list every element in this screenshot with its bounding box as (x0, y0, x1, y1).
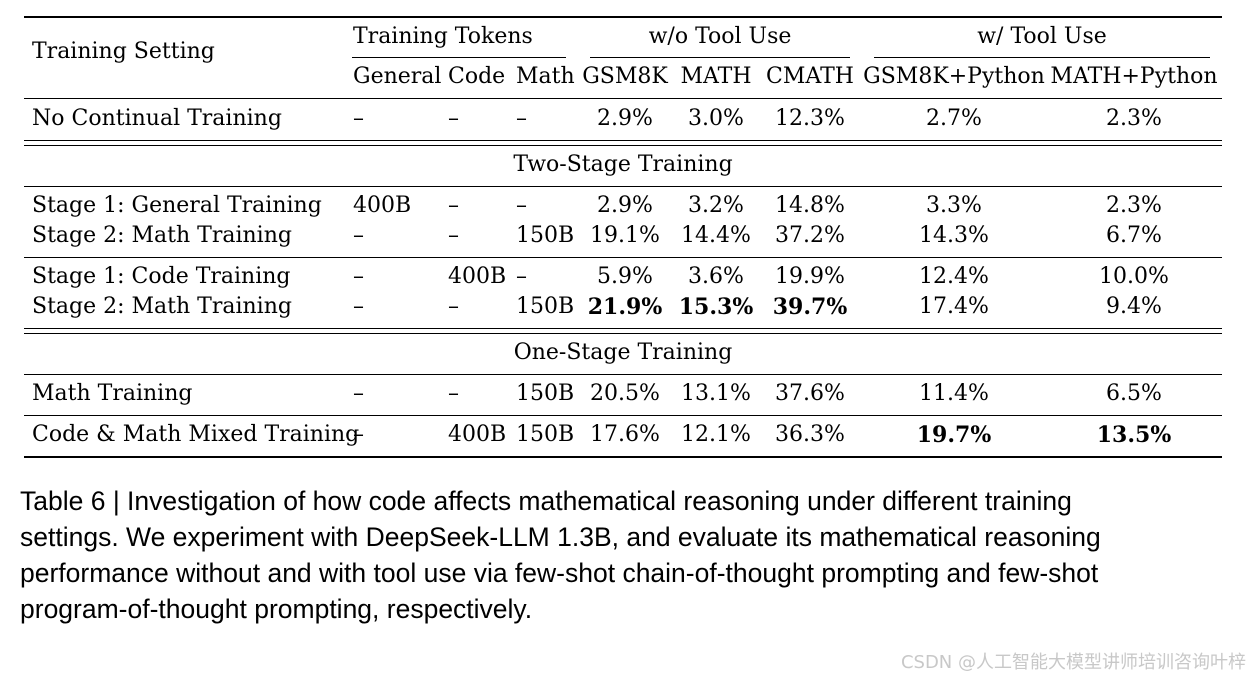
double-rule-top-b (24, 145, 1222, 146)
col-gsm8k-python: GSM8K+Python (863, 64, 1045, 89)
section-rule-one-stage (24, 374, 1222, 375)
table-cell: – (516, 264, 527, 289)
table-cell: – (448, 294, 459, 319)
cmidrule-w-tool (874, 57, 1210, 58)
table-cell: 14.8% (775, 193, 845, 218)
table-cell: 12.1% (681, 422, 751, 447)
table-cell: – (353, 223, 364, 248)
table-cell: 150B (516, 422, 575, 447)
table-cell: 21.9% (587, 294, 663, 320)
table-cell: 2.9% (597, 106, 653, 131)
col-gsm8k: GSM8K (582, 64, 668, 89)
section-one-stage: One-Stage Training (513, 340, 733, 365)
table-cell: – (448, 106, 459, 131)
table-cell: 400B (448, 264, 507, 289)
table-cell: – (353, 422, 364, 447)
table-cell: 17.6% (590, 422, 660, 447)
table-cell: – (353, 106, 364, 131)
table-cell: 400B (448, 422, 507, 447)
group-rule-2 (24, 415, 1222, 416)
table-cell: 5.9% (597, 264, 653, 289)
caption-line: program-of-thought prompting, respective… (20, 594, 533, 624)
table-cell: 150B (516, 294, 575, 319)
table-cell: 14.3% (919, 223, 989, 248)
row-setting: No Continual Training (32, 106, 282, 131)
table-cell: 2.3% (1106, 106, 1162, 131)
table-cell: 6.5% (1106, 381, 1162, 406)
caption-line: performance without and with tool use vi… (20, 558, 1099, 588)
cmidrule-wo-tool (590, 57, 850, 58)
col-math-python: MATH+Python (1050, 64, 1218, 89)
table-caption: Table 6 | Investigation of how code affe… (20, 483, 1230, 627)
section-rule-two-stage (24, 186, 1222, 187)
table-cell: 2.9% (597, 193, 653, 218)
table-cell: 17.4% (919, 294, 989, 319)
col-general: General (353, 64, 442, 89)
table-cell: 3.0% (688, 106, 744, 131)
table-cell: 3.3% (926, 193, 982, 218)
header-w-tool-use: w/ Tool Use (977, 24, 1107, 49)
double-rule-mid-a (24, 328, 1222, 329)
row-setting: Math Training (32, 381, 193, 406)
table-cell: 2.7% (926, 106, 982, 131)
row-setting: Stage 2: Math Training (32, 294, 292, 319)
bottom-rule (24, 456, 1222, 458)
table-cell: 15.3% (678, 294, 754, 320)
row-setting: Stage 1: Code Training (32, 264, 291, 289)
group-rule (24, 257, 1222, 258)
table-cell: 19.9% (775, 264, 845, 289)
row-setting: Stage 2: Math Training (32, 223, 292, 248)
table-cell: – (516, 193, 527, 218)
header-training-tokens: Training Tokens (353, 24, 533, 49)
header-training-setting: Training Setting (32, 39, 215, 64)
double-rule-top-a (24, 140, 1222, 141)
table-cell: 39.7% (772, 294, 848, 320)
table-cell: 19.1% (590, 223, 660, 248)
table-cell: 2.3% (1106, 193, 1162, 218)
table-cell: 3.6% (688, 264, 744, 289)
double-rule-mid-b (24, 333, 1222, 334)
table-cell: 37.2% (775, 223, 845, 248)
watermark: CSDN @人工智能大模型讲师培训咨询叶梓 (900, 652, 1246, 673)
table-cell: 19.7% (916, 422, 992, 448)
col-code: Code (448, 64, 506, 89)
table-cell: 11.4% (919, 381, 989, 406)
col-cmath: CMATH (766, 64, 854, 89)
table-cell: 3.2% (688, 193, 744, 218)
table-cell: 37.6% (775, 381, 845, 406)
section-two-stage: Two-Stage Training (513, 152, 733, 177)
col-math-bench: MATH (680, 64, 752, 89)
table-cell: – (353, 294, 364, 319)
table-cell: – (448, 381, 459, 406)
caption-line: settings. We experiment with DeepSeek-LL… (20, 522, 1101, 552)
table-cell: 6.7% (1106, 223, 1162, 248)
header-wo-tool-use: w/o Tool Use (648, 24, 792, 49)
header-rule (24, 98, 1222, 99)
table-cell: 12.3% (775, 106, 845, 131)
table-cell: 13.1% (681, 381, 751, 406)
table-cell: 150B (516, 381, 575, 406)
table-cell: – (448, 223, 459, 248)
table-cell: – (448, 193, 459, 218)
table-cell: 36.3% (775, 422, 845, 447)
table-cell: 14.4% (681, 223, 751, 248)
table-cell: 13.5% (1096, 422, 1172, 448)
table-cell: – (353, 264, 364, 289)
table-cell: 20.5% (590, 381, 660, 406)
table-cell: 9.4% (1106, 294, 1162, 319)
col-math: Math (516, 64, 575, 89)
row-setting: Stage 1: General Training (32, 193, 322, 218)
caption-line: Table 6 | Investigation of how code affe… (20, 486, 1072, 516)
table-cell: – (353, 381, 364, 406)
table-cell: 12.4% (919, 264, 989, 289)
row-setting: Code & Math Mixed Training (32, 422, 360, 447)
table-cell: – (516, 106, 527, 131)
top-rule (24, 16, 1222, 18)
table-cell: 150B (516, 223, 575, 248)
cmidrule-tokens (352, 57, 566, 58)
results-table: Training Setting Training Tokens w/o Too… (24, 16, 1222, 458)
table-cell: 400B (353, 193, 412, 218)
table-cell: 10.0% (1099, 264, 1169, 289)
